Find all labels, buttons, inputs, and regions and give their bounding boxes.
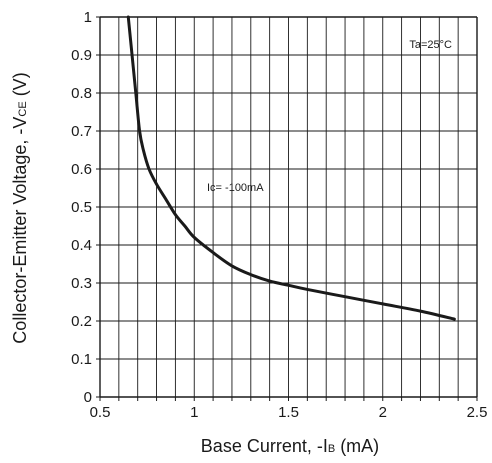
x-tick-label: 1.5 bbox=[278, 404, 299, 421]
y-axis-title-suffix: (V) bbox=[10, 72, 30, 101]
x-axis-title: Base Current, -IB (mA) bbox=[201, 436, 379, 456]
x-axis-title-prefix: Base Current, -I bbox=[201, 436, 328, 456]
y-axis-title: Collector-Emitter Voltage, -VCE (V) bbox=[10, 72, 30, 343]
y-axis-title-subscript: CE bbox=[17, 101, 29, 116]
series bbox=[126, 15, 456, 321]
x-axis-title-suffix: (mA) bbox=[335, 436, 379, 456]
annotation-curve-label: Ic= -100mA bbox=[207, 182, 264, 194]
y-tick-label: 0 bbox=[84, 389, 92, 406]
x-tick-label: 2 bbox=[379, 404, 387, 421]
series-line bbox=[126, 15, 456, 321]
tick-labels: 0.5 1 1.5 2 2.5 0 0.1 0.2 0.3 0.4 0.5 0.6 0.7 0.8 0.9 1 bbox=[71, 9, 487, 421]
y-tick-label: 0.3 bbox=[71, 275, 92, 292]
y-tick-label: 0.7 bbox=[71, 123, 92, 140]
y-axis-title-prefix: Collector-Emitter Voltage, -V bbox=[10, 117, 30, 344]
x-tick-label: 2.5 bbox=[467, 404, 488, 421]
y-tick-label: 0.6 bbox=[71, 161, 92, 178]
grid bbox=[96, 16, 478, 401]
y-tick-label: 0.9 bbox=[71, 47, 92, 64]
y-tick-label: 0.5 bbox=[71, 199, 92, 216]
x-axis-title-subscript: B bbox=[328, 443, 335, 455]
y-tick-label: 0.4 bbox=[71, 237, 92, 254]
y-tick-label: 0.1 bbox=[71, 351, 92, 368]
y-tick-label: 1 bbox=[84, 9, 92, 26]
x-tick-label: 0.5 bbox=[90, 404, 111, 421]
y-tick-label: 0.2 bbox=[71, 313, 92, 330]
annotation-condition: Ta=25°C bbox=[409, 39, 452, 51]
y-tick-label: 0.8 bbox=[71, 85, 92, 102]
x-tick-label: 1 bbox=[190, 404, 198, 421]
